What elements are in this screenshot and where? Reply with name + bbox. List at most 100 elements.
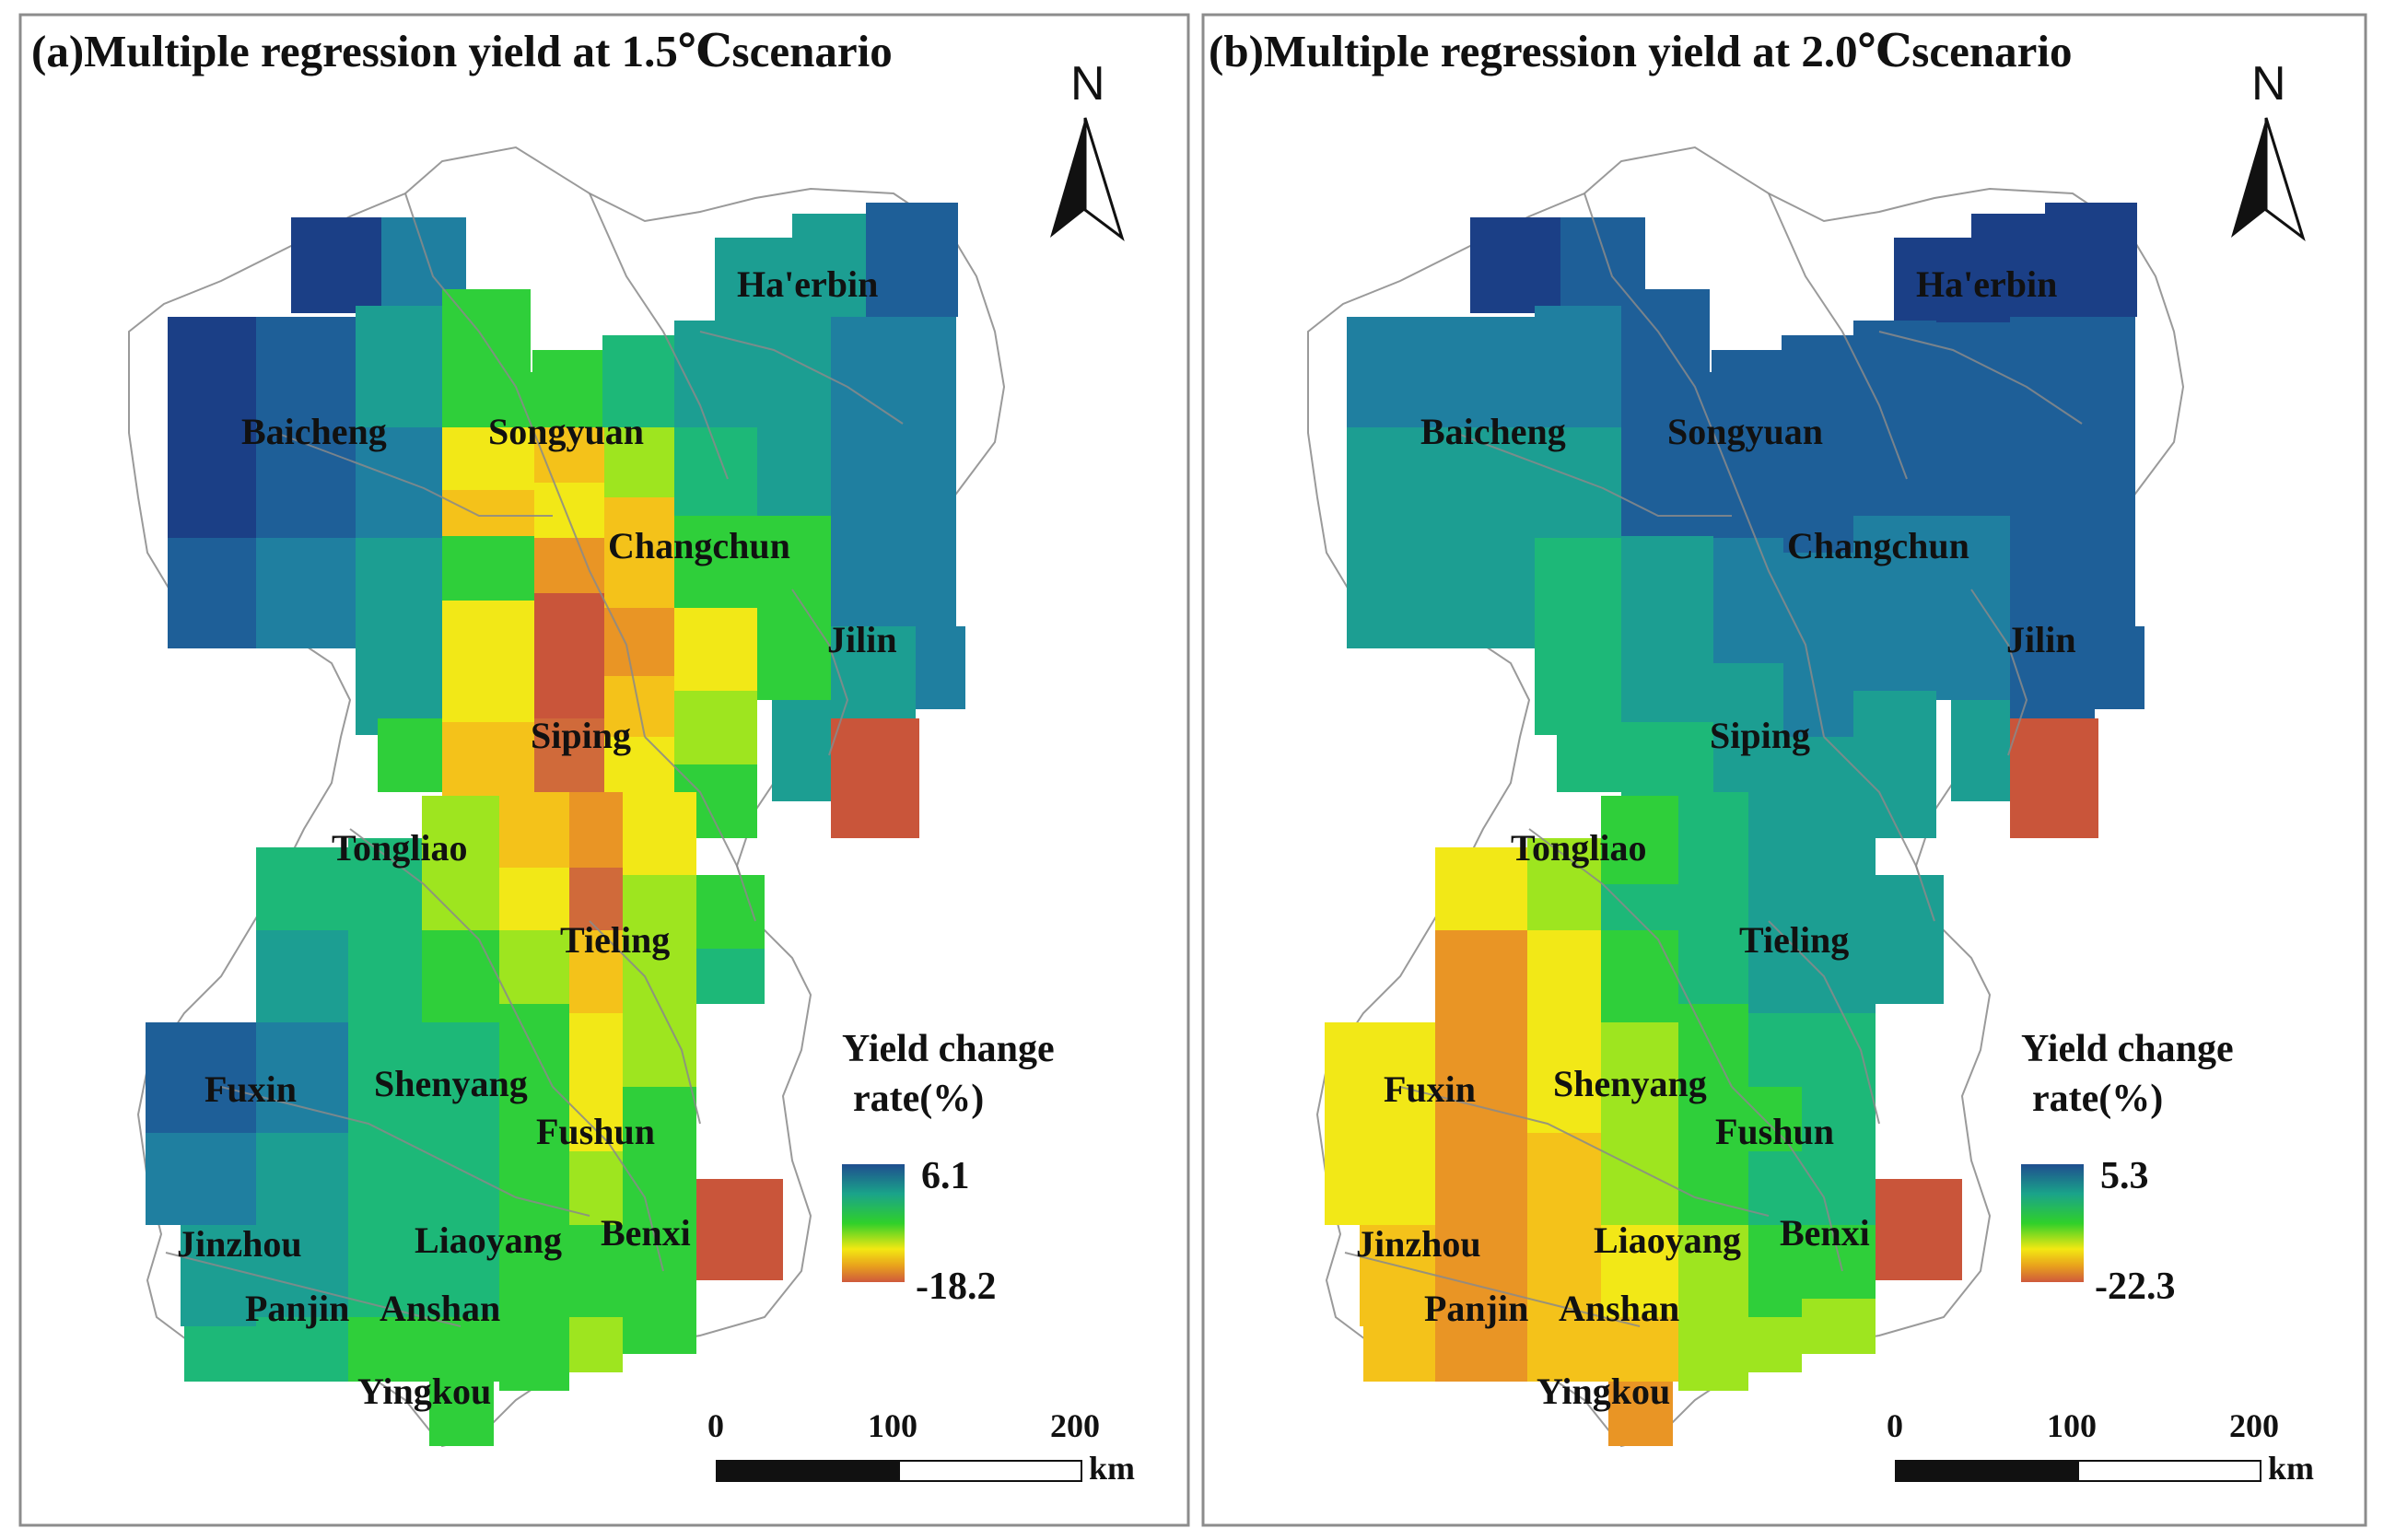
raster-cell xyxy=(696,949,765,1004)
raster-cell xyxy=(1435,317,1535,427)
raster-cell xyxy=(674,691,757,764)
raster-cell xyxy=(569,1225,623,1317)
raster-cell xyxy=(1678,1317,1748,1391)
raster-cell xyxy=(569,792,623,868)
city-label-siping: Siping xyxy=(1710,715,1810,756)
raster-cell xyxy=(1601,1225,1678,1317)
raster-cell xyxy=(1713,483,1783,538)
panel-a-north-label: N xyxy=(1070,57,1105,111)
raster-cell xyxy=(499,1004,569,1068)
panel-a-city-labels: Ha'erbin Baicheng Songyuan Changchun Jil… xyxy=(177,263,897,1412)
raster-cell xyxy=(146,1022,256,1133)
city-label-jilin: Jilin xyxy=(2006,619,2076,660)
raster-cell xyxy=(569,1317,623,1372)
raster-cell xyxy=(831,718,919,838)
raster-cell xyxy=(442,536,534,601)
raster-cell xyxy=(2095,317,2135,427)
raster-cell xyxy=(1621,289,1710,372)
panel-a: (a)Multiple regression yield at 1.5℃scen… xyxy=(18,13,1190,1527)
raster-cell xyxy=(831,516,916,626)
city-label-anshan: Anshan xyxy=(380,1288,500,1329)
city-label-yingkou: Yingkou xyxy=(357,1371,491,1412)
raster-cell xyxy=(499,930,569,1004)
raster-cell xyxy=(429,1382,494,1446)
panel-a-yield-grid xyxy=(146,203,965,1446)
raster-cell xyxy=(534,663,604,718)
raster-cell xyxy=(442,722,534,796)
raster-cell xyxy=(442,601,534,667)
raster-cell xyxy=(623,1161,696,1225)
raster-cell xyxy=(1783,497,1853,553)
raster-cell xyxy=(256,1133,348,1225)
panel-a-region-outline xyxy=(128,146,1006,1448)
scale-tick-200: 200 xyxy=(2229,1407,2279,1444)
raster-cell xyxy=(534,427,604,483)
raster-cell xyxy=(1971,214,2045,322)
raster-cell xyxy=(1748,1225,1802,1317)
raster-cell xyxy=(1678,1142,1748,1225)
raster-cell xyxy=(696,1179,783,1280)
raster-cell xyxy=(1876,875,1944,949)
raster-cell xyxy=(2010,427,2095,516)
city-label-fuxin: Fuxin xyxy=(1384,1068,1476,1110)
raster-cell xyxy=(1802,1013,1876,1087)
raster-cell xyxy=(696,875,765,949)
north-arrow-icon xyxy=(2231,118,2266,238)
raster-cell xyxy=(831,427,916,516)
legend-title-line2: rate(%) xyxy=(853,1078,984,1120)
raster-cell xyxy=(1470,217,1560,313)
raster-cell xyxy=(623,930,696,1013)
raster-cell xyxy=(256,538,356,648)
raster-cell xyxy=(623,1087,696,1161)
raster-cell xyxy=(1360,1225,1435,1326)
raster-cell xyxy=(916,317,956,427)
raster-cell xyxy=(604,427,674,497)
panel-a-title: (a)Multiple regression yield at 1.5℃scen… xyxy=(31,26,893,76)
raster-cell xyxy=(1951,700,2010,801)
raster-cell xyxy=(1853,691,1936,764)
raster-cell xyxy=(499,1068,569,1142)
raster-cell xyxy=(348,838,422,930)
raster-cell xyxy=(1363,1326,1435,1382)
raster-cell xyxy=(168,427,256,538)
raster-cell xyxy=(2010,516,2095,626)
raster-cell xyxy=(499,868,569,930)
raster-cell xyxy=(1601,1317,1678,1382)
raster-cell xyxy=(602,335,674,427)
city-label-baicheng: Baicheng xyxy=(1420,411,1566,452)
raster-cell xyxy=(2095,516,2135,626)
raster-cell xyxy=(146,1133,256,1225)
raster-cell xyxy=(1783,737,1853,792)
panel-b-yield-grid xyxy=(1325,203,2144,1446)
city-label-panjin: Panjin xyxy=(1424,1288,1528,1329)
raster-cell xyxy=(1713,593,1783,663)
scale-tick-100: 100 xyxy=(2047,1407,2097,1444)
raster-cell xyxy=(1347,427,1435,538)
raster-cell xyxy=(831,317,916,427)
raster-cell xyxy=(1853,516,1936,608)
raster-cell xyxy=(1936,322,2010,427)
raster-cell xyxy=(623,792,696,875)
raster-cell xyxy=(1535,306,1621,427)
raster-cell xyxy=(1527,838,1601,930)
raster-cell xyxy=(1601,1022,1678,1133)
raster-cell xyxy=(348,1317,422,1382)
raster-cell xyxy=(356,427,442,538)
city-label-jinzhou: Jinzhou xyxy=(1356,1223,1481,1265)
legend-max-value: 5.3 xyxy=(2100,1155,2149,1197)
raster-cell xyxy=(1621,372,1712,427)
raster-cell xyxy=(604,608,674,676)
raster-cell xyxy=(1748,868,1802,930)
raster-cell xyxy=(1936,608,2010,700)
raster-cell xyxy=(1325,1022,1435,1133)
raster-cell xyxy=(356,538,442,648)
raster-cell xyxy=(2095,626,2144,709)
raster-cell xyxy=(1435,427,1535,538)
legend-min-value: -22.3 xyxy=(2095,1266,2176,1308)
raster-cell xyxy=(569,1013,623,1087)
raster-cell xyxy=(1435,538,1535,648)
raster-cell xyxy=(442,289,531,372)
city-label-shenyang: Shenyang xyxy=(374,1063,528,1104)
raster-cell xyxy=(534,483,604,538)
raster-cell xyxy=(1678,1004,1748,1068)
